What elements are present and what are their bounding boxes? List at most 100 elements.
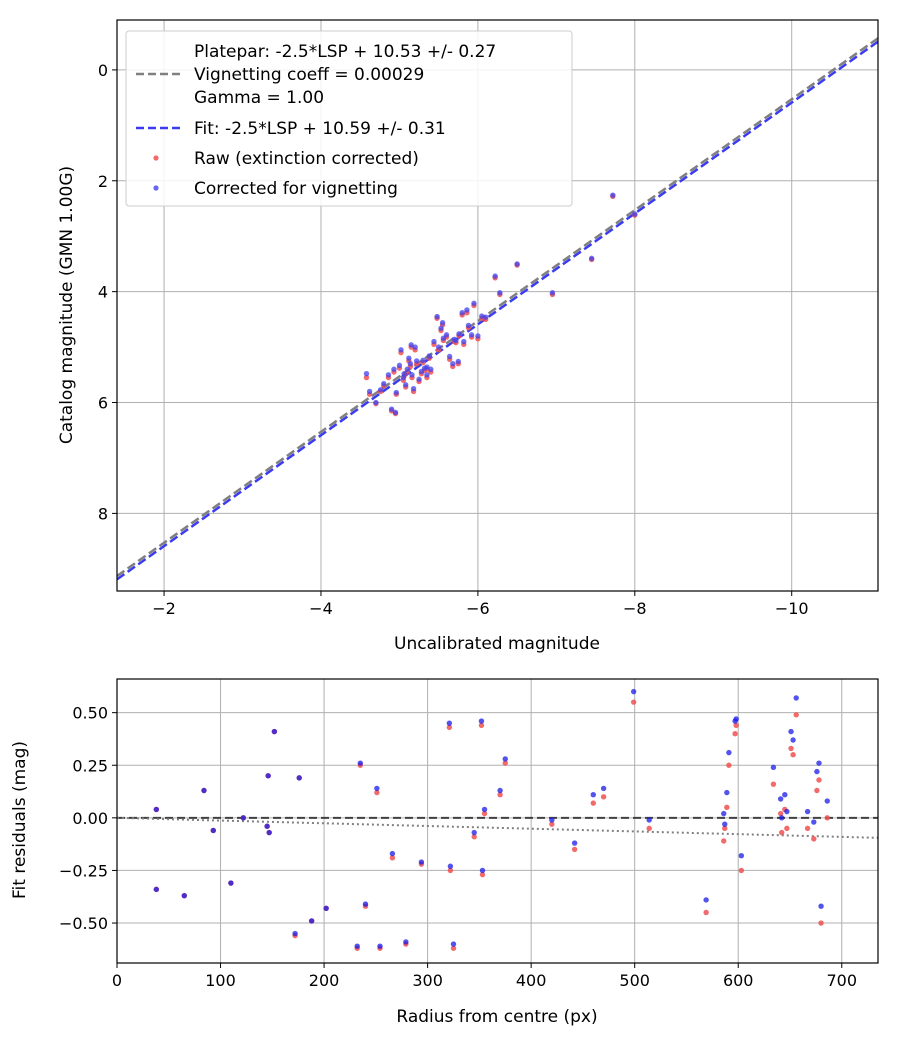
data-point <box>804 825 811 832</box>
data-point <box>451 336 458 343</box>
data-point <box>610 192 616 198</box>
top-scatter-points <box>363 192 638 417</box>
data-point <box>475 333 481 339</box>
bottom-xlabel: Radius from centre (px) <box>396 1007 597 1027</box>
data-point <box>373 399 379 406</box>
data-point <box>724 804 730 811</box>
data-point <box>439 319 446 326</box>
data-point <box>385 372 392 378</box>
data-point <box>377 943 383 949</box>
data-point <box>308 918 315 924</box>
data-point <box>770 764 777 771</box>
bottom-ticks: 0 100 200 300 400 500 600 700 0.50 0.25 0.00 −0.25 −… <box>59 704 857 990</box>
data-point <box>818 903 824 909</box>
y-tick-label: 0.25 <box>72 756 108 775</box>
data-point <box>788 728 794 735</box>
data-point <box>153 806 160 813</box>
data-point <box>450 941 457 947</box>
data-point <box>418 859 425 865</box>
data-point <box>363 374 370 381</box>
y-tick-label: 8 <box>98 504 108 523</box>
data-point <box>814 787 820 794</box>
x-tick-label: 100 <box>205 971 236 990</box>
data-point <box>389 855 396 861</box>
data-point <box>210 827 216 834</box>
y-tick-label: 0.50 <box>72 704 108 723</box>
data-point <box>600 794 607 800</box>
data-point <box>292 930 298 937</box>
legend-raw-label: Raw (extinction corrected) <box>194 149 419 169</box>
top-ticks: −2 −4 −6 −8 −10 0 2 4 6 8 <box>98 61 809 618</box>
data-point <box>420 357 426 364</box>
data-point <box>354 943 360 949</box>
data-point <box>426 353 432 359</box>
data-point <box>478 722 485 728</box>
data-point <box>434 313 440 320</box>
data-point <box>790 752 796 758</box>
data-point <box>403 382 409 388</box>
bottom-chart: 0 100 200 300 400 500 600 700 0.50 0.25 0.00 −0.25 −… <box>10 678 879 1027</box>
y-tick-label: 0 <box>98 61 108 80</box>
data-point <box>811 819 817 825</box>
data-point <box>362 901 369 907</box>
x-tick-label: −6 <box>466 599 490 618</box>
legend-box <box>125 30 573 207</box>
bottom-axes-frame <box>116 678 879 964</box>
data-point <box>726 762 732 768</box>
top-axes-frame <box>116 19 879 592</box>
data-point <box>703 897 709 903</box>
data-point <box>153 886 160 893</box>
data-point <box>600 785 607 792</box>
data-point <box>777 796 784 802</box>
data-point <box>722 821 728 827</box>
data-point <box>447 867 454 874</box>
data-point <box>465 322 472 329</box>
data-point <box>779 829 785 836</box>
series-corrected <box>153 688 830 949</box>
y-tick-label: 6 <box>98 394 108 413</box>
data-point <box>721 838 727 844</box>
data-point <box>412 344 418 350</box>
x-tick-label: 500 <box>619 971 650 990</box>
data-point <box>468 332 475 338</box>
data-point <box>514 261 520 267</box>
data-point <box>770 781 777 787</box>
data-point <box>816 777 822 783</box>
data-point <box>240 815 247 821</box>
data-point <box>779 815 785 821</box>
data-point <box>790 737 796 743</box>
x-tick-label: 0 <box>112 971 122 990</box>
legend-corrected-marker <box>153 185 159 191</box>
data-point <box>733 716 739 722</box>
data-point <box>793 712 799 718</box>
data-point <box>630 699 637 705</box>
data-point <box>549 290 556 296</box>
x-tick-label: 600 <box>723 971 754 990</box>
data-point <box>590 792 596 798</box>
data-point <box>443 332 450 338</box>
data-point <box>389 850 396 857</box>
data-point <box>590 800 596 806</box>
data-point <box>265 773 271 779</box>
top-xlabel: Uncalibrated magnitude <box>394 634 600 654</box>
data-point <box>416 376 422 382</box>
data-point <box>502 760 508 766</box>
data-point <box>726 749 732 756</box>
data-point <box>738 853 745 859</box>
legend-platepar-line-1: Platepar: -2.5*LSP + 10.53 +/- 0.27 <box>194 42 496 62</box>
data-point <box>733 722 739 728</box>
data-point <box>438 325 444 331</box>
legend-raw-marker <box>153 155 159 161</box>
data-point <box>363 370 370 377</box>
x-tick-label: 700 <box>826 971 857 990</box>
data-point <box>784 825 790 832</box>
data-point <box>571 840 578 846</box>
data-point <box>722 825 728 832</box>
data-point <box>497 787 503 794</box>
data-point <box>724 789 730 796</box>
x-tick-label: 200 <box>309 971 340 990</box>
data-point <box>632 211 638 217</box>
legend: Platepar: -2.5*LSP + 10.53 +/- 0.27 Vign… <box>125 30 573 207</box>
data-point <box>814 768 820 775</box>
